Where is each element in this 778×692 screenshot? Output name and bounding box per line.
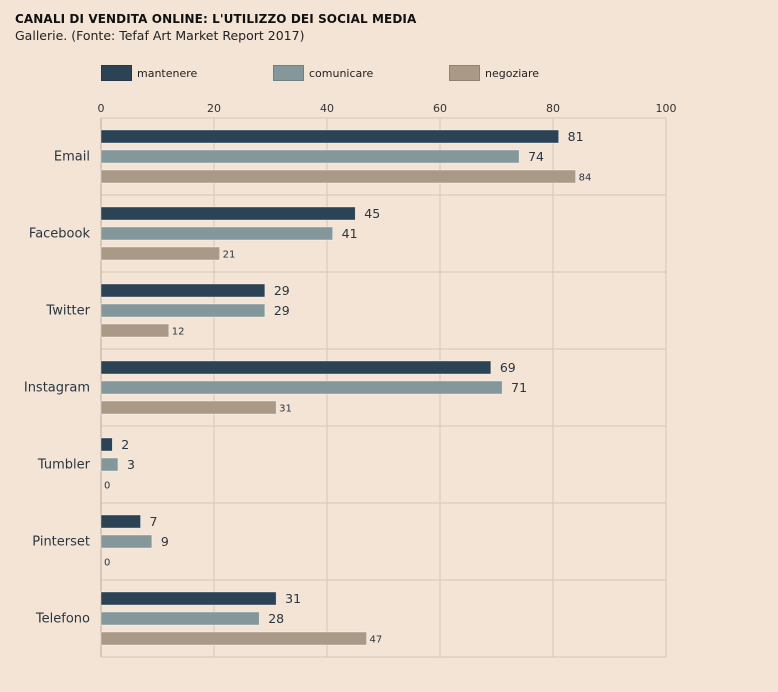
bar-comunicare (100, 457, 119, 472)
bar-value-label-negoziare: 47 (370, 635, 383, 646)
bar-value-label-negoziare: 0 (104, 481, 110, 492)
category-label: Twitter (45, 304, 90, 319)
bar-value-label-negoziare: 21 (223, 250, 236, 261)
bar-comunicare (100, 149, 520, 164)
bar-value-label-mantenere: 2 (121, 437, 129, 452)
bar-negoziare (100, 323, 170, 338)
category-label: Facebook (29, 227, 91, 242)
chart-subtitle: Gallerie. (Fonte: Tefaf Art Market Repor… (15, 28, 305, 43)
x-tick-label-20: 20 (207, 102, 221, 115)
legend-swatch-negoziare (449, 65, 480, 81)
bar-comunicare (100, 303, 266, 318)
category-label: Tumbler (37, 458, 91, 473)
bar-mantenere (100, 283, 266, 298)
category-label: Telefono (35, 612, 90, 627)
bar-value-label-mantenere: 81 (568, 129, 584, 144)
bar-value-label-mantenere: 29 (274, 283, 290, 298)
bar-value-label-comunicare: 9 (161, 534, 169, 549)
bar-negoziare (100, 400, 277, 415)
bar-mantenere (100, 437, 113, 452)
bar-value-label-negoziare: 12 (172, 327, 185, 338)
bar-comunicare (100, 226, 333, 241)
bar-mantenere (100, 360, 492, 375)
bar-negoziare (100, 246, 220, 261)
x-tick-label-40: 40 (320, 102, 334, 115)
bar-mantenere (100, 129, 559, 144)
bar-value-label-comunicare: 71 (511, 380, 527, 395)
legend-item-comunicare: comunicare (273, 64, 373, 82)
bar-mantenere (100, 591, 277, 606)
legend-label-mantenere: mantenere (137, 66, 198, 80)
bar-value-label-negoziare: 31 (279, 404, 292, 415)
category-label: Instagram (24, 381, 90, 396)
legend-item-mantenere: mantenere (101, 64, 197, 82)
x-tick-label-60: 60 (433, 102, 447, 115)
bar-mantenere (100, 206, 356, 221)
bar-value-label-negoziare: 84 (579, 173, 592, 184)
chart-title: CANALI DI VENDITA ONLINE: L'UTILIZZO DEI… (15, 12, 417, 26)
bar-value-label-comunicare: 29 (274, 303, 290, 318)
bar-comunicare (100, 380, 503, 395)
bar-value-label-mantenere: 45 (364, 206, 380, 221)
bar-negoziare (100, 169, 576, 184)
bar-value-label-comunicare: 3 (127, 457, 135, 472)
legend-swatch-mantenere (101, 65, 132, 81)
bar-comunicare (100, 534, 153, 549)
category-label: Email (54, 150, 90, 165)
bar-value-label-mantenere: 31 (285, 591, 301, 606)
legend-swatch-comunicare (273, 65, 304, 81)
legend-label-negoziare: negoziare (485, 66, 540, 80)
bar-value-label-mantenere: 7 (150, 514, 158, 529)
legend-label-comunicare: comunicare (309, 66, 374, 80)
bar-value-label-negoziare: 0 (104, 558, 110, 569)
category-label: Pinterset (32, 535, 90, 550)
x-tick-label-0: 0 (98, 102, 105, 115)
legend-item-negoziare: negoziare (449, 64, 539, 82)
x-tick-label-100: 100 (656, 102, 677, 115)
bar-value-label-comunicare: 41 (342, 226, 358, 241)
x-tick-label-80: 80 (546, 102, 560, 115)
bar-value-label-comunicare: 28 (268, 611, 284, 626)
bar-value-label-comunicare: 74 (528, 149, 544, 164)
bar-value-label-mantenere: 69 (500, 360, 516, 375)
bar-mantenere (100, 514, 141, 529)
bar-negoziare (100, 631, 367, 646)
bar-comunicare (100, 611, 260, 626)
